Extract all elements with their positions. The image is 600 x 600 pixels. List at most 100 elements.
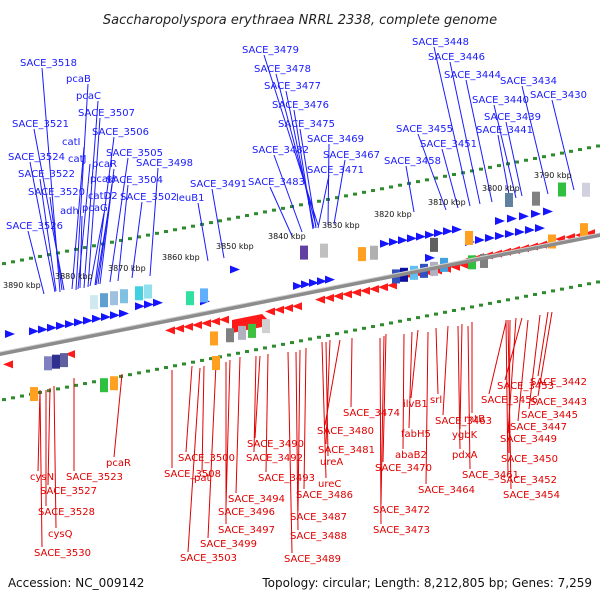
reverse-gene-label[interactable]: SACE_3453: [497, 381, 554, 392]
forward-gene-label[interactable]: SACE_3502: [120, 192, 177, 203]
reverse-gene-label[interactable]: SACE_3445: [521, 410, 578, 421]
reverse-gene-label[interactable]: SACE_3487: [290, 512, 347, 523]
reverse-gene-label[interactable]: pdxA: [452, 450, 478, 461]
reverse-gene-label[interactable]: SACE_3443: [530, 397, 587, 408]
forward-gene-arrow: [485, 233, 495, 242]
scale-dot: [92, 380, 96, 384]
reverse-gene-label[interactable]: SACE_3500: [178, 453, 235, 464]
forward-gene-label[interactable]: pcaC: [76, 91, 101, 102]
reverse-gene-label[interactable]: SACE_3449: [500, 434, 557, 445]
forward-gene-label[interactable]: SACE_3477: [264, 81, 321, 92]
forward-gene-label[interactable]: SACE_3504: [106, 175, 163, 186]
forward-gene-label[interactable]: pcaR: [92, 159, 117, 170]
reverse-gene-label[interactable]: SACE_3527: [40, 486, 97, 497]
forward-gene-label[interactable]: catD2: [88, 191, 118, 202]
forward-gene-label[interactable]: SACE_3441: [476, 125, 533, 136]
reverse-gene-label[interactable]: SACE_3463: [435, 416, 492, 427]
forward-gene-label[interactable]: leuB1: [176, 193, 205, 204]
forward-gene-label[interactable]: SACE_3479: [242, 45, 299, 56]
forward-gene-label[interactable]: SACE_3507: [78, 108, 135, 119]
scale-dot: [182, 226, 186, 230]
forward-gene-label[interactable]: SACE_3506: [92, 127, 149, 138]
reverse-gene-label[interactable]: SACE_3452: [500, 475, 557, 486]
reverse-gene-label[interactable]: pcaR: [106, 458, 131, 469]
reverse-gene-label[interactable]: SACE_3473: [373, 525, 430, 536]
forward-gene-label[interactable]: SACE_3524: [8, 152, 65, 163]
reverse-gene-label[interactable]: SACE_3461: [462, 470, 519, 481]
forward-gene-label[interactable]: SACE_3520: [28, 187, 85, 198]
forward-gene-label[interactable]: SACE_3476: [272, 100, 329, 111]
forward-gene-label[interactable]: SACE_3434: [500, 76, 557, 87]
forward-gene-label[interactable]: SACE_3467: [323, 150, 380, 161]
forward-gene-label[interactable]: catJ: [68, 154, 87, 165]
reverse-gene-label[interactable]: SACE_3454: [503, 490, 560, 501]
reverse-gene-label[interactable]: cysN: [30, 472, 54, 483]
reverse-gene-label[interactable]: SACE_3480: [317, 426, 374, 437]
reverse-gene-label[interactable]: SACE_3488: [290, 531, 347, 542]
reverse-gene-label[interactable]: SACE_3481: [318, 445, 375, 456]
reverse-gene-label[interactable]: SACE_3523: [66, 472, 123, 483]
forward-gene-label[interactable]: SACE_3451: [420, 139, 477, 150]
forward-gene-label[interactable]: SACE_3458: [384, 156, 441, 167]
forward-gene-label[interactable]: SACE_3526: [6, 221, 63, 232]
reverse-gene-label[interactable]: srl: [430, 395, 442, 406]
reverse-gene-label[interactable]: SACE_3508: [164, 469, 221, 480]
forward-gene-label[interactable]: SACE_3521: [12, 119, 69, 130]
forward-gene-label[interactable]: SACE_3440: [472, 95, 529, 106]
reverse-gene-label[interactable]: abaB2: [395, 450, 427, 461]
reverse-gene-label[interactable]: ureC: [318, 479, 341, 490]
reverse-gene-label[interactable]: SACE_3464: [418, 485, 475, 496]
reverse-gene-label[interactable]: SACE_3496: [218, 507, 275, 518]
forward-gene-label[interactable]: SACE_3439: [484, 112, 541, 123]
reverse-gene-label[interactable]: SACE_3489: [284, 554, 341, 565]
reverse-gene-label[interactable]: SACE_3472: [373, 505, 430, 516]
reverse-gene-label[interactable]: SACE_3494: [228, 494, 285, 505]
reverse-gene-label[interactable]: SACE_3490: [247, 439, 304, 450]
forward-gene-label[interactable]: SACE_3446: [428, 52, 485, 63]
reverse-gene-label[interactable]: rhtB: [464, 414, 485, 425]
forward-leader-line: [405, 165, 415, 213]
forward-gene-label[interactable]: SACE_3469: [307, 134, 364, 145]
reverse-gene-label[interactable]: SACE_3497: [218, 525, 275, 536]
forward-gene-label[interactable]: SACE_3475: [278, 119, 335, 130]
forward-gene-label[interactable]: SACE_3482: [252, 145, 309, 156]
forward-gene-label[interactable]: pcaG: [82, 203, 108, 214]
forward-gene-label[interactable]: SACE_3483: [248, 177, 305, 188]
reverse-gene-label[interactable]: ureA: [320, 457, 343, 468]
reverse-gene-label[interactable]: fabH5: [401, 429, 431, 440]
reverse-gene-label[interactable]: ilvB1: [403, 399, 428, 410]
forward-gene-label[interactable]: SACE_3478: [254, 64, 311, 75]
forward-gene-label[interactable]: SACE_3505: [106, 148, 163, 159]
forward-gene-label[interactable]: SACE_3455: [396, 124, 453, 135]
forward-gene-label[interactable]: SACE_3498: [136, 158, 193, 169]
forward-gene-label[interactable]: SACE_3448: [412, 37, 469, 48]
reverse-gene-label[interactable]: SACE_3456: [481, 395, 538, 406]
reverse-gene-label[interactable]: pat: [194, 473, 210, 484]
forward-leader-line: [211, 188, 225, 259]
reverse-gene-label[interactable]: SACE_3450: [501, 454, 558, 465]
reverse-gene-label[interactable]: SACE_3442: [530, 377, 587, 388]
forward-gene-label[interactable]: pcaB: [66, 74, 91, 85]
reverse-gene-label[interactable]: cysQ: [48, 529, 73, 540]
reverse-gene-label[interactable]: ygbK: [452, 430, 478, 441]
reverse-gene-label[interactable]: SACE_3492: [246, 453, 303, 464]
forward-gene-label[interactable]: catI: [62, 137, 81, 148]
forward-gene-label[interactable]: SACE_3430: [530, 90, 587, 101]
map-graphics: [0, 46, 600, 554]
reverse-gene-label[interactable]: SACE_3470: [375, 463, 432, 474]
reverse-gene-label[interactable]: SACE_3447: [510, 422, 567, 433]
reverse-gene-label[interactable]: SACE_3493: [258, 473, 315, 484]
reverse-gene-label[interactable]: SACE_3474: [343, 408, 400, 419]
reverse-gene-label[interactable]: SACE_3528: [38, 507, 95, 518]
reverse-gene-label[interactable]: SACE_3486: [296, 490, 353, 501]
forward-gene-label[interactable]: adh: [60, 206, 79, 217]
forward-gene-label[interactable]: SACE_3444: [444, 70, 501, 81]
reverse-gene-label[interactable]: SACE_3503: [180, 553, 237, 564]
forward-gene-label[interactable]: SACE_3518: [20, 58, 77, 69]
forward-gene-label[interactable]: SACE_3522: [18, 169, 75, 180]
reverse-gene-label[interactable]: SACE_3530: [34, 548, 91, 559]
forward-gene-label[interactable]: pcaH: [90, 174, 116, 185]
forward-gene-label[interactable]: SACE_3471: [307, 165, 364, 176]
reverse-gene-label[interactable]: SACE_3499: [200, 539, 257, 550]
forward-gene-label[interactable]: SACE_3491: [190, 179, 247, 190]
